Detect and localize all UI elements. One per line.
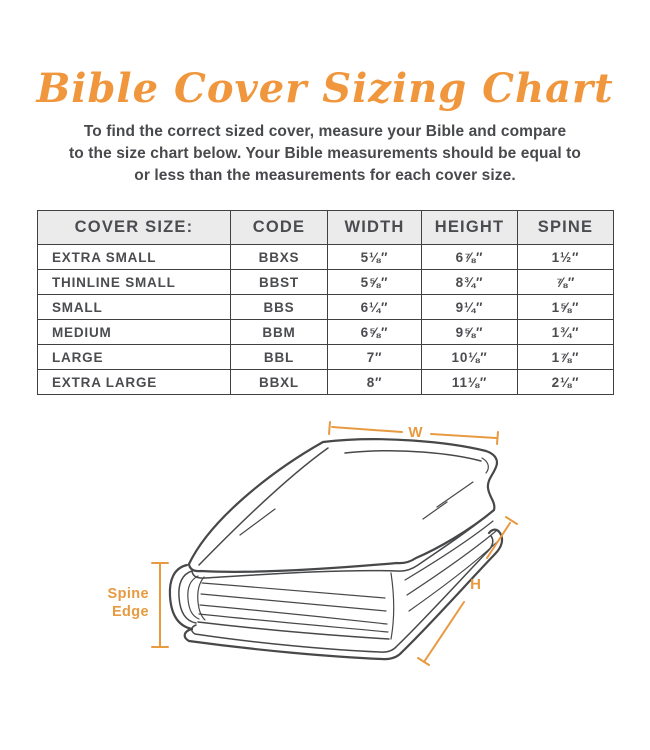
spine-edge-dimension-annotation: Spine Edge — [108, 562, 169, 648]
sizing-table: COVER SIZE: CODE WIDTH HEIGHT SPINE EXTR… — [37, 210, 614, 395]
column-header-spine: SPINE — [517, 210, 614, 245]
cell-cover-size: SMALL — [37, 294, 231, 320]
cell-code: BBL — [230, 344, 328, 370]
cell-width: 5⅛″ — [327, 244, 422, 270]
subtitle-line-3: or less than the measurements for each c… — [134, 167, 516, 184]
cell-code: BBXS — [230, 244, 328, 270]
cell-spine: ⅞″ — [517, 269, 614, 295]
cell-cover-size: THINLINE SMALL — [37, 269, 231, 295]
width-dimension-annotation: W — [328, 421, 499, 445]
cell-height: 9¼″ — [421, 294, 518, 320]
cell-spine: 1¾″ — [517, 319, 614, 345]
cell-spine: 2⅛″ — [517, 369, 614, 395]
page-subtitle: To find the correct sized cover, measure… — [0, 121, 650, 187]
cell-code: BBXL — [230, 369, 328, 395]
cell-spine: 1½″ — [517, 244, 614, 270]
column-header-width: WIDTH — [327, 210, 422, 245]
book-measurement-diagram: W H Spine Edge — [108, 421, 518, 666]
width-label: W — [408, 424, 423, 441]
cell-cover-size: LARGE — [37, 344, 231, 370]
cell-width: 7″ — [327, 344, 422, 370]
table-row: EXTRA SMALL BBXS 5⅛″ 6⅞″ 1½″ — [37, 244, 614, 270]
cell-code: BBST — [230, 269, 328, 295]
height-dimension-annotation: H — [417, 516, 518, 666]
cell-width: 6⅝″ — [327, 319, 422, 345]
cell-spine: 1⅝″ — [517, 294, 614, 320]
book-page-block-illustration — [197, 572, 395, 640]
cell-height: 10⅛″ — [421, 344, 518, 370]
book-fore-edge-pages-illustration — [404, 520, 499, 612]
cell-cover-size: EXTRA LARGE — [37, 369, 231, 395]
subtitle-line-2: to the size chart below. Your Bible meas… — [69, 145, 581, 162]
cell-spine: 1⅞″ — [517, 344, 614, 370]
page-title: Bible Cover Sizing Chart — [36, 65, 614, 112]
subtitle-line-1: To find the correct sized cover, measure… — [83, 123, 567, 140]
cell-cover-size: MEDIUM — [37, 319, 231, 345]
table-header-row: COVER SIZE: CODE WIDTH HEIGHT SPINE — [37, 210, 614, 245]
cell-cover-size: EXTRA SMALL — [37, 244, 231, 270]
cell-width: 6¼″ — [327, 294, 422, 320]
cell-height: 11⅛″ — [421, 369, 518, 395]
cell-code: BBM — [230, 319, 328, 345]
book-spine-illustration — [168, 563, 206, 631]
table-row: LARGE BBL 7″ 10⅛″ 1⅞″ — [37, 344, 614, 370]
spine-edge-label-line2: Edge — [112, 604, 149, 620]
cell-width: 8″ — [327, 369, 422, 395]
cell-height: 9⅝″ — [421, 319, 518, 345]
table-row: SMALL BBS 6¼″ 9¼″ 1⅝″ — [37, 294, 614, 320]
column-header-height: HEIGHT — [421, 210, 518, 245]
cell-height: 6⅞″ — [421, 244, 518, 270]
spine-edge-label-line1: Spine — [108, 586, 149, 602]
height-label: H — [470, 576, 482, 593]
table-row: THINLINE SMALL BBST 5⅝″ 8¾″ ⅞″ — [37, 269, 614, 295]
table-row: MEDIUM BBM 6⅝″ 9⅝″ 1¾″ — [37, 319, 614, 345]
column-header-cover-size: COVER SIZE: — [37, 210, 231, 245]
cell-height: 8¾″ — [421, 269, 518, 295]
column-header-code: CODE — [230, 210, 328, 245]
table-row: EXTRA LARGE BBXL 8″ 11⅛″ 2⅛″ — [37, 369, 614, 395]
cell-width: 5⅝″ — [327, 269, 422, 295]
book-top-cover-illustration — [187, 438, 499, 579]
cell-code: BBS — [230, 294, 328, 320]
